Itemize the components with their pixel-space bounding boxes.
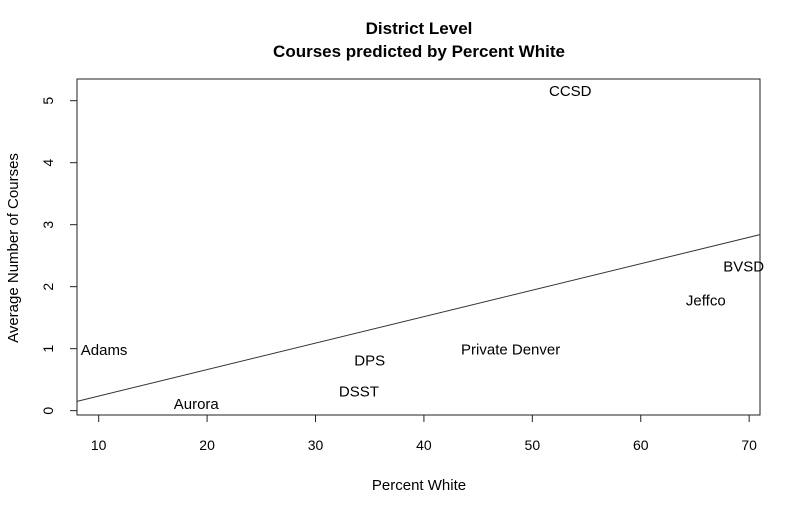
x-tick-label: 70 [741,437,757,453]
point-label: CCSD [549,83,592,100]
x-axis: 10 20 30 40 50 60 70 [91,414,757,453]
x-tick-label: 40 [416,437,432,453]
y-axis: 0 1 2 3 4 5 [40,97,78,415]
point-label: Jeffco [686,292,726,309]
x-tick-label: 50 [525,437,541,453]
x-tick-label: 10 [91,437,107,453]
point-label: DSST [339,384,379,401]
y-tick-label: 4 [40,159,56,167]
y-tick-label: 1 [40,345,56,353]
point-label: Private Denver [461,341,560,358]
x-tick-label: 20 [199,437,215,453]
regression-line [76,234,761,402]
y-axis-label: Average Number of Courses [5,153,22,343]
point-label: Aurora [174,396,220,413]
chart-title: District Level [366,19,473,38]
point-label: BVSD [723,258,764,275]
point-label: Adams [81,342,128,359]
plot-frame [76,78,761,416]
x-tick-label: 60 [633,437,649,453]
point-label: DPS [354,353,385,370]
y-tick-label: 2 [40,283,56,291]
point-labels: CCSD BVSD Jeffco Adams Private Denver DPS DSST… [81,83,765,413]
x-tick-label: 30 [308,437,324,453]
y-tick-label: 3 [40,221,56,229]
y-tick-label: 5 [40,97,56,105]
y-tick-label: 0 [40,407,56,415]
chart-subtitle: Courses predicted by Percent White [273,42,565,61]
x-axis-label: Percent White [372,477,466,494]
